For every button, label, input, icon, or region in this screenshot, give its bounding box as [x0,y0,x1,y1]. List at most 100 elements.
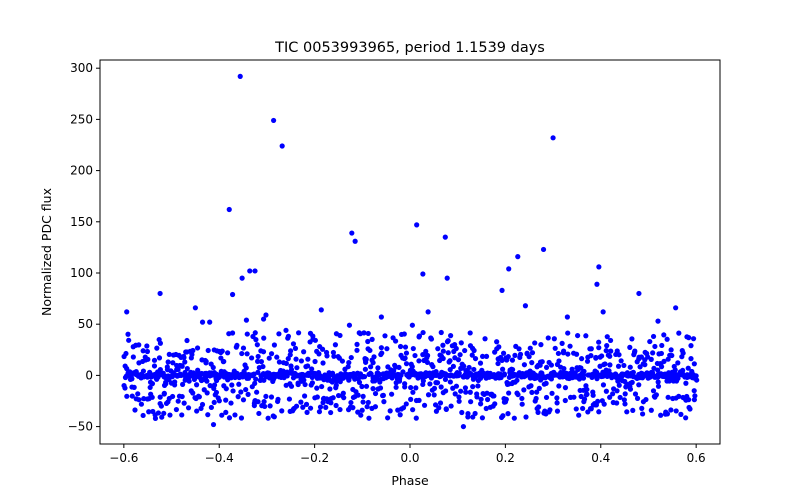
data-point [408,396,414,402]
data-point [161,391,167,397]
data-point [370,360,376,366]
data-point [647,338,653,345]
y-tick-label: −50 [68,420,93,434]
data-point [370,386,376,392]
data-point [571,394,577,400]
data-point [479,353,486,360]
data-point [140,368,147,374]
data-point [466,364,472,371]
data-point [293,403,300,409]
data-point [125,331,131,337]
data-point [691,361,697,367]
data-point [435,346,441,352]
data-point [501,372,507,378]
data-point [180,381,186,388]
data-point [588,406,594,412]
data-points [121,73,700,430]
data-point [413,415,419,421]
data-point [599,353,605,359]
data-point [229,382,235,388]
data-point [673,305,679,311]
data-point [474,394,480,400]
data-point [514,377,520,383]
data-point [420,381,426,388]
data-point [232,412,238,418]
data-point [424,359,431,365]
data-point [482,336,488,342]
data-point [452,391,458,397]
data-point [409,322,415,328]
data-point [302,381,308,388]
data-point [692,393,698,399]
data-point [204,390,210,396]
data-point [252,268,258,274]
y-axis-ticks: −50 0 50 100 150 200 250 300 [68,61,100,434]
data-point [179,412,185,418]
data-point [203,358,209,365]
data-point [535,409,541,415]
data-point [151,363,158,369]
data-point [402,384,408,390]
data-point [239,350,245,357]
data-point [178,372,184,379]
data-point [584,358,591,364]
data-point [547,407,553,413]
data-point [610,391,616,397]
data-point [522,303,529,309]
data-point [261,399,267,405]
data-point [261,335,267,341]
data-point [376,371,382,377]
data-point [199,401,206,408]
data-point [239,275,245,281]
data-point [648,356,654,362]
data-point [146,409,152,415]
data-point [615,363,622,369]
data-point [580,372,587,378]
data-point [307,405,314,411]
data-point [444,275,450,281]
data-point [179,363,185,369]
data-point [268,394,275,400]
data-point [653,392,660,398]
data-point [223,386,229,392]
data-point [659,342,665,349]
data-point [468,399,474,405]
data-point [642,362,648,368]
data-point [601,401,607,407]
data-point [519,401,525,407]
x-axis-label: Phase [391,473,429,488]
data-point [363,356,369,362]
data-point [380,392,386,398]
data-point [274,354,280,360]
data-point [208,404,214,411]
data-point [358,412,364,418]
data-point [302,393,308,399]
data-point [680,367,686,374]
data-point [549,390,555,396]
data-point [345,364,351,370]
data-point [346,322,353,328]
data-point [226,206,232,213]
data-point [384,346,390,352]
data-point [658,412,664,418]
data-point [556,383,562,389]
data-point [438,329,444,336]
data-point [456,398,462,404]
data-point [573,406,579,412]
data-point [455,373,461,379]
data-point [166,351,172,357]
data-point [686,335,692,341]
data-point [265,415,271,421]
data-point [643,396,649,403]
data-point [262,403,268,410]
data-point [655,379,661,385]
data-point [505,354,511,360]
data-point [361,374,368,380]
data-point [632,348,638,354]
data-point [293,356,299,362]
data-point [529,350,536,356]
data-point [340,390,346,396]
data-point [685,365,691,371]
data-point [655,318,661,324]
